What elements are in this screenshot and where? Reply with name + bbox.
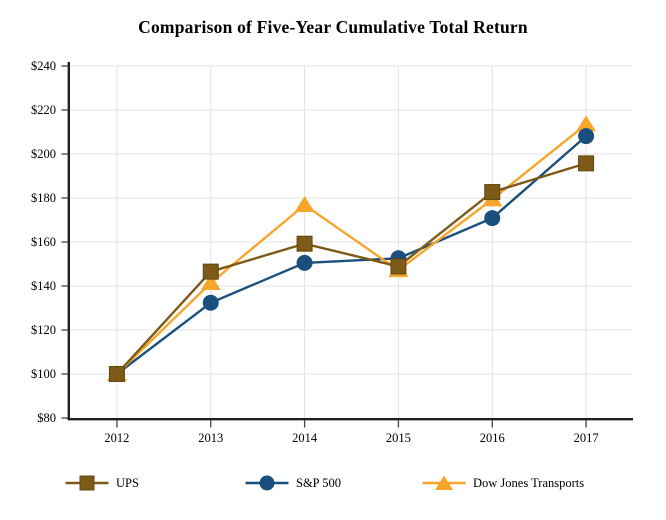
- series-line-s-p-500: [116, 135, 587, 375]
- x-tick-label: 2013: [198, 431, 223, 445]
- marker-circle-s-p-500: [296, 254, 313, 271]
- marker-triangle-dow-jones-transports: [576, 115, 597, 132]
- marker-circle-s-p-500: [484, 210, 501, 227]
- y-tick-label: $180: [31, 191, 56, 205]
- marker-square-ups: [390, 258, 407, 275]
- x-tick-label: 2014: [292, 431, 318, 445]
- chart-title: Comparison of Five-Year Cumulative Total…: [138, 17, 528, 37]
- series-line-ups: [116, 162, 587, 375]
- y-tick-label: $160: [31, 235, 56, 249]
- marker-square-ups: [578, 155, 595, 172]
- marker-circle-s-p-500: [578, 128, 595, 145]
- y-tick-label: $100: [31, 367, 56, 381]
- marker-square-ups: [296, 235, 313, 252]
- x-tick-label: 2017: [574, 431, 599, 445]
- x-tick-label: 2012: [104, 431, 129, 445]
- y-tick-label: $220: [31, 103, 56, 117]
- x-tick-label: 2015: [386, 431, 411, 445]
- series-line-dow-jones-transports: [116, 123, 587, 375]
- y-tick-label: $240: [31, 59, 56, 73]
- y-tick-label: $120: [31, 323, 56, 337]
- x-tick-label: 2016: [480, 431, 505, 445]
- marker-circle-s-p-500: [202, 294, 219, 311]
- marker-square-ups: [108, 366, 125, 382]
- y-tick-label: $80: [37, 411, 56, 425]
- y-tick-label: $200: [31, 147, 56, 161]
- y-tick-label: $140: [31, 279, 56, 293]
- marker-square-ups: [484, 184, 501, 201]
- marker-triangle-dow-jones-transports: [294, 195, 315, 212]
- marker-square-ups: [202, 263, 219, 280]
- marker-triangle-dow-jones-transports: [200, 273, 221, 290]
